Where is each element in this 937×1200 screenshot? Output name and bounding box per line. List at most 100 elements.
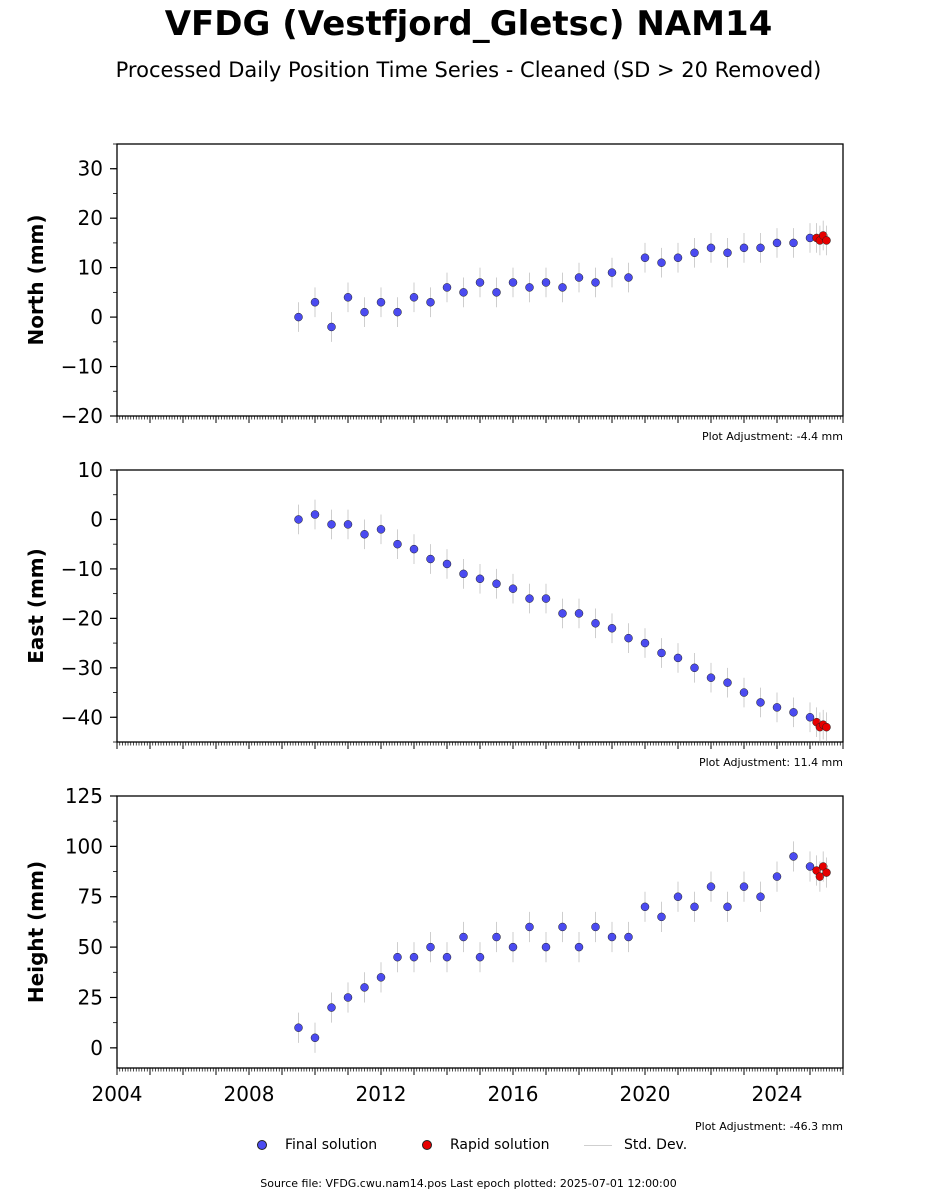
final-solution-point	[294, 1023, 303, 1032]
final-solution-point	[591, 922, 600, 932]
final-solution-point	[541, 942, 551, 952]
source-footer: Source file: VFDG.cwu.nam14.pos Last epo…	[260, 1177, 677, 1190]
final-solution-point	[475, 574, 485, 584]
y-tick-label: 75	[78, 885, 103, 909]
final-solution-point	[492, 288, 501, 297]
final-solution-point	[343, 993, 353, 1002]
y-tick-label: 25	[78, 985, 103, 1009]
final-solution-point	[772, 703, 782, 712]
final-solution-point	[805, 862, 815, 871]
final-solution-point	[360, 530, 369, 539]
final-solution-point	[426, 942, 435, 952]
final-solution-point	[706, 882, 716, 891]
legend: Final solution Rapid solution Std. Dev.	[0, 1137, 937, 1157]
final-solution-point	[459, 288, 468, 297]
final-solution-point	[558, 609, 567, 618]
y-tick-label: 50	[78, 935, 103, 959]
y-tick-label: −30	[61, 656, 103, 680]
final-solution-point	[706, 673, 716, 682]
final-solution-point	[475, 278, 485, 287]
final-solution-point	[673, 653, 683, 663]
legend-std-label: Std. Dev.	[624, 1137, 688, 1153]
final-solution-point	[310, 298, 320, 307]
final-solution-point	[525, 922, 534, 932]
y-tick-label: 100	[65, 834, 103, 858]
y-tick-label: 0	[90, 507, 103, 531]
y-tick-label: 10	[78, 256, 103, 280]
final-solution-point	[591, 619, 600, 628]
final-solution-point	[541, 278, 551, 287]
final-solution-point	[756, 243, 765, 253]
final-solution-point	[327, 520, 336, 529]
final-solution-point	[409, 952, 419, 962]
final-solution-point	[409, 293, 419, 302]
final-solution-point	[607, 932, 617, 942]
x-tick-label: 2004	[92, 1082, 143, 1106]
final-solution-point	[574, 609, 584, 618]
final-solution-point	[508, 942, 518, 952]
final-solution-point	[657, 912, 666, 922]
final-solution-point	[558, 283, 567, 292]
rapid-solution-point	[822, 868, 831, 877]
y-tick-label: 10	[78, 458, 103, 482]
final-solution-point	[558, 922, 567, 932]
y-tick-label: 20	[78, 206, 103, 230]
y-tick-label: −40	[61, 705, 103, 729]
final-solution-point	[640, 902, 650, 912]
final-solution-point	[442, 283, 452, 292]
final-solution-point	[789, 238, 798, 248]
final-solution-point	[376, 973, 386, 982]
final-solution-point	[640, 638, 650, 648]
rapid-solution-point	[815, 872, 825, 881]
final-solution-point	[789, 852, 798, 861]
final-solution-point	[756, 698, 765, 707]
final-solution-point	[624, 932, 633, 942]
final-solution-point	[459, 932, 468, 942]
plot-frame	[116, 795, 844, 1069]
final-solution-point	[607, 268, 617, 277]
final-solution-point	[426, 554, 435, 564]
y-tick-label: −20	[61, 606, 103, 630]
final-solution-point	[723, 248, 732, 258]
final-solution-point	[393, 307, 402, 317]
legend-std: Std. Dev.	[584, 1137, 687, 1153]
final-solution-point	[657, 258, 666, 267]
final-solution-point	[327, 1003, 336, 1012]
legend-rapid: Rapid solution	[422, 1137, 550, 1153]
final-solution-point	[690, 248, 699, 258]
final-solution-point	[376, 525, 386, 534]
final-solution-point	[772, 238, 782, 248]
final-solution-point	[574, 942, 584, 952]
std-dev-line-sample	[584, 1144, 612, 1146]
final-solution-point	[525, 594, 534, 603]
final-solution-point	[624, 273, 633, 282]
y-axis-label: East (mm)	[24, 548, 48, 664]
y-tick-label: 0	[90, 305, 103, 329]
y-tick-label: 125	[65, 784, 103, 808]
final-solution-point	[706, 243, 716, 253]
final-solution-point	[690, 902, 699, 912]
x-tick-label: 2008	[224, 1082, 275, 1106]
final-solution-point	[607, 624, 617, 633]
final-solution-point	[739, 688, 749, 697]
final-solution-point	[574, 273, 584, 282]
rapid-solution-point	[822, 236, 831, 245]
final-solution-point	[376, 298, 386, 307]
final-solution-point	[294, 312, 303, 322]
final-solution-point	[360, 983, 369, 992]
final-solution-point	[723, 902, 732, 912]
final-solution-point	[442, 952, 452, 962]
legend-final: Final solution	[257, 1137, 377, 1153]
rapid-solution-marker	[422, 1140, 432, 1150]
final-solution-point	[343, 520, 353, 529]
final-solution-point	[492, 579, 501, 588]
legend-final-label: Final solution	[285, 1137, 378, 1153]
x-tick-label: 2012	[356, 1082, 407, 1106]
x-tick-label: 2016	[488, 1082, 539, 1106]
final-solution-point	[360, 307, 369, 317]
final-solution-point	[723, 678, 732, 687]
final-solution-point	[525, 283, 534, 292]
y-axis-label: North (mm)	[24, 214, 48, 345]
final-solution-point	[475, 952, 485, 962]
y-tick-label: 30	[78, 157, 103, 181]
